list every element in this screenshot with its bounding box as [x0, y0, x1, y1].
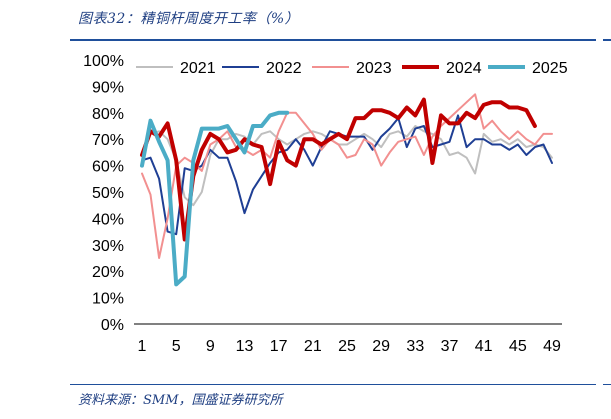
- y-tick-label: 30%: [92, 238, 124, 255]
- top-rule-tail: [603, 39, 611, 41]
- series-line-2022: [141, 114, 553, 236]
- x-tick-label: 49: [543, 338, 561, 355]
- x-tick-label: 9: [206, 338, 215, 355]
- y-tick-label: 40%: [92, 211, 124, 228]
- y-tick-label: 100%: [83, 53, 124, 70]
- x-tick-label: 45: [509, 338, 527, 355]
- legend-label-2022: 2022: [266, 60, 302, 77]
- legend-label-2024: 2024: [446, 60, 482, 77]
- bottom-rule-tail: [603, 384, 611, 385]
- legend-label-2023: 2023: [356, 60, 392, 77]
- bottom-rule: [70, 384, 596, 385]
- y-tick-label: 80%: [92, 106, 124, 123]
- y-tick-label: 90%: [92, 79, 124, 96]
- series-lines: [140, 93, 553, 287]
- series-line-2024: [140, 97, 537, 242]
- y-tick-label: 60%: [92, 159, 124, 176]
- top-rule: [70, 39, 596, 41]
- x-axis: 1 5 9 13 17 21 25 29 33 37 41 45 49: [134, 323, 562, 355]
- legend-label-2021: 2021: [180, 60, 216, 77]
- y-tick-label: 0%: [101, 317, 124, 334]
- series-line-2021: [141, 125, 553, 207]
- y-tick-label: 70%: [92, 132, 124, 149]
- legend: 2021 2022 2023 2024 2025: [136, 60, 568, 77]
- x-tick-label: 37: [441, 338, 459, 355]
- chart-title: 图表32：精铜杆周度开工率（%）: [78, 11, 300, 27]
- y-axis-ticks: 0% 10% 20% 30% 40% 50% 60% 70% 80% 90% 100%: [83, 53, 124, 334]
- x-tick-label: 33: [406, 338, 424, 355]
- y-tick-label: 50%: [92, 185, 124, 202]
- x-tick-label: 25: [338, 338, 356, 355]
- y-tick-label: 20%: [92, 264, 124, 281]
- x-tick-label: 17: [270, 338, 288, 355]
- x-tick-label: 29: [372, 338, 390, 355]
- source-note: 资料来源：SMM，国盛证券研究所: [78, 393, 283, 408]
- x-tick-label: 41: [475, 338, 493, 355]
- x-tick-label: 1: [138, 338, 147, 355]
- x-tick-label: 21: [304, 338, 322, 355]
- series-line-2025: [140, 110, 290, 287]
- x-tick-label: 13: [236, 338, 254, 355]
- legend-label-2025: 2025: [532, 60, 568, 77]
- series-line-2023: [141, 93, 553, 259]
- y-tick-label: 10%: [92, 291, 124, 308]
- x-tick-label: 5: [172, 338, 181, 355]
